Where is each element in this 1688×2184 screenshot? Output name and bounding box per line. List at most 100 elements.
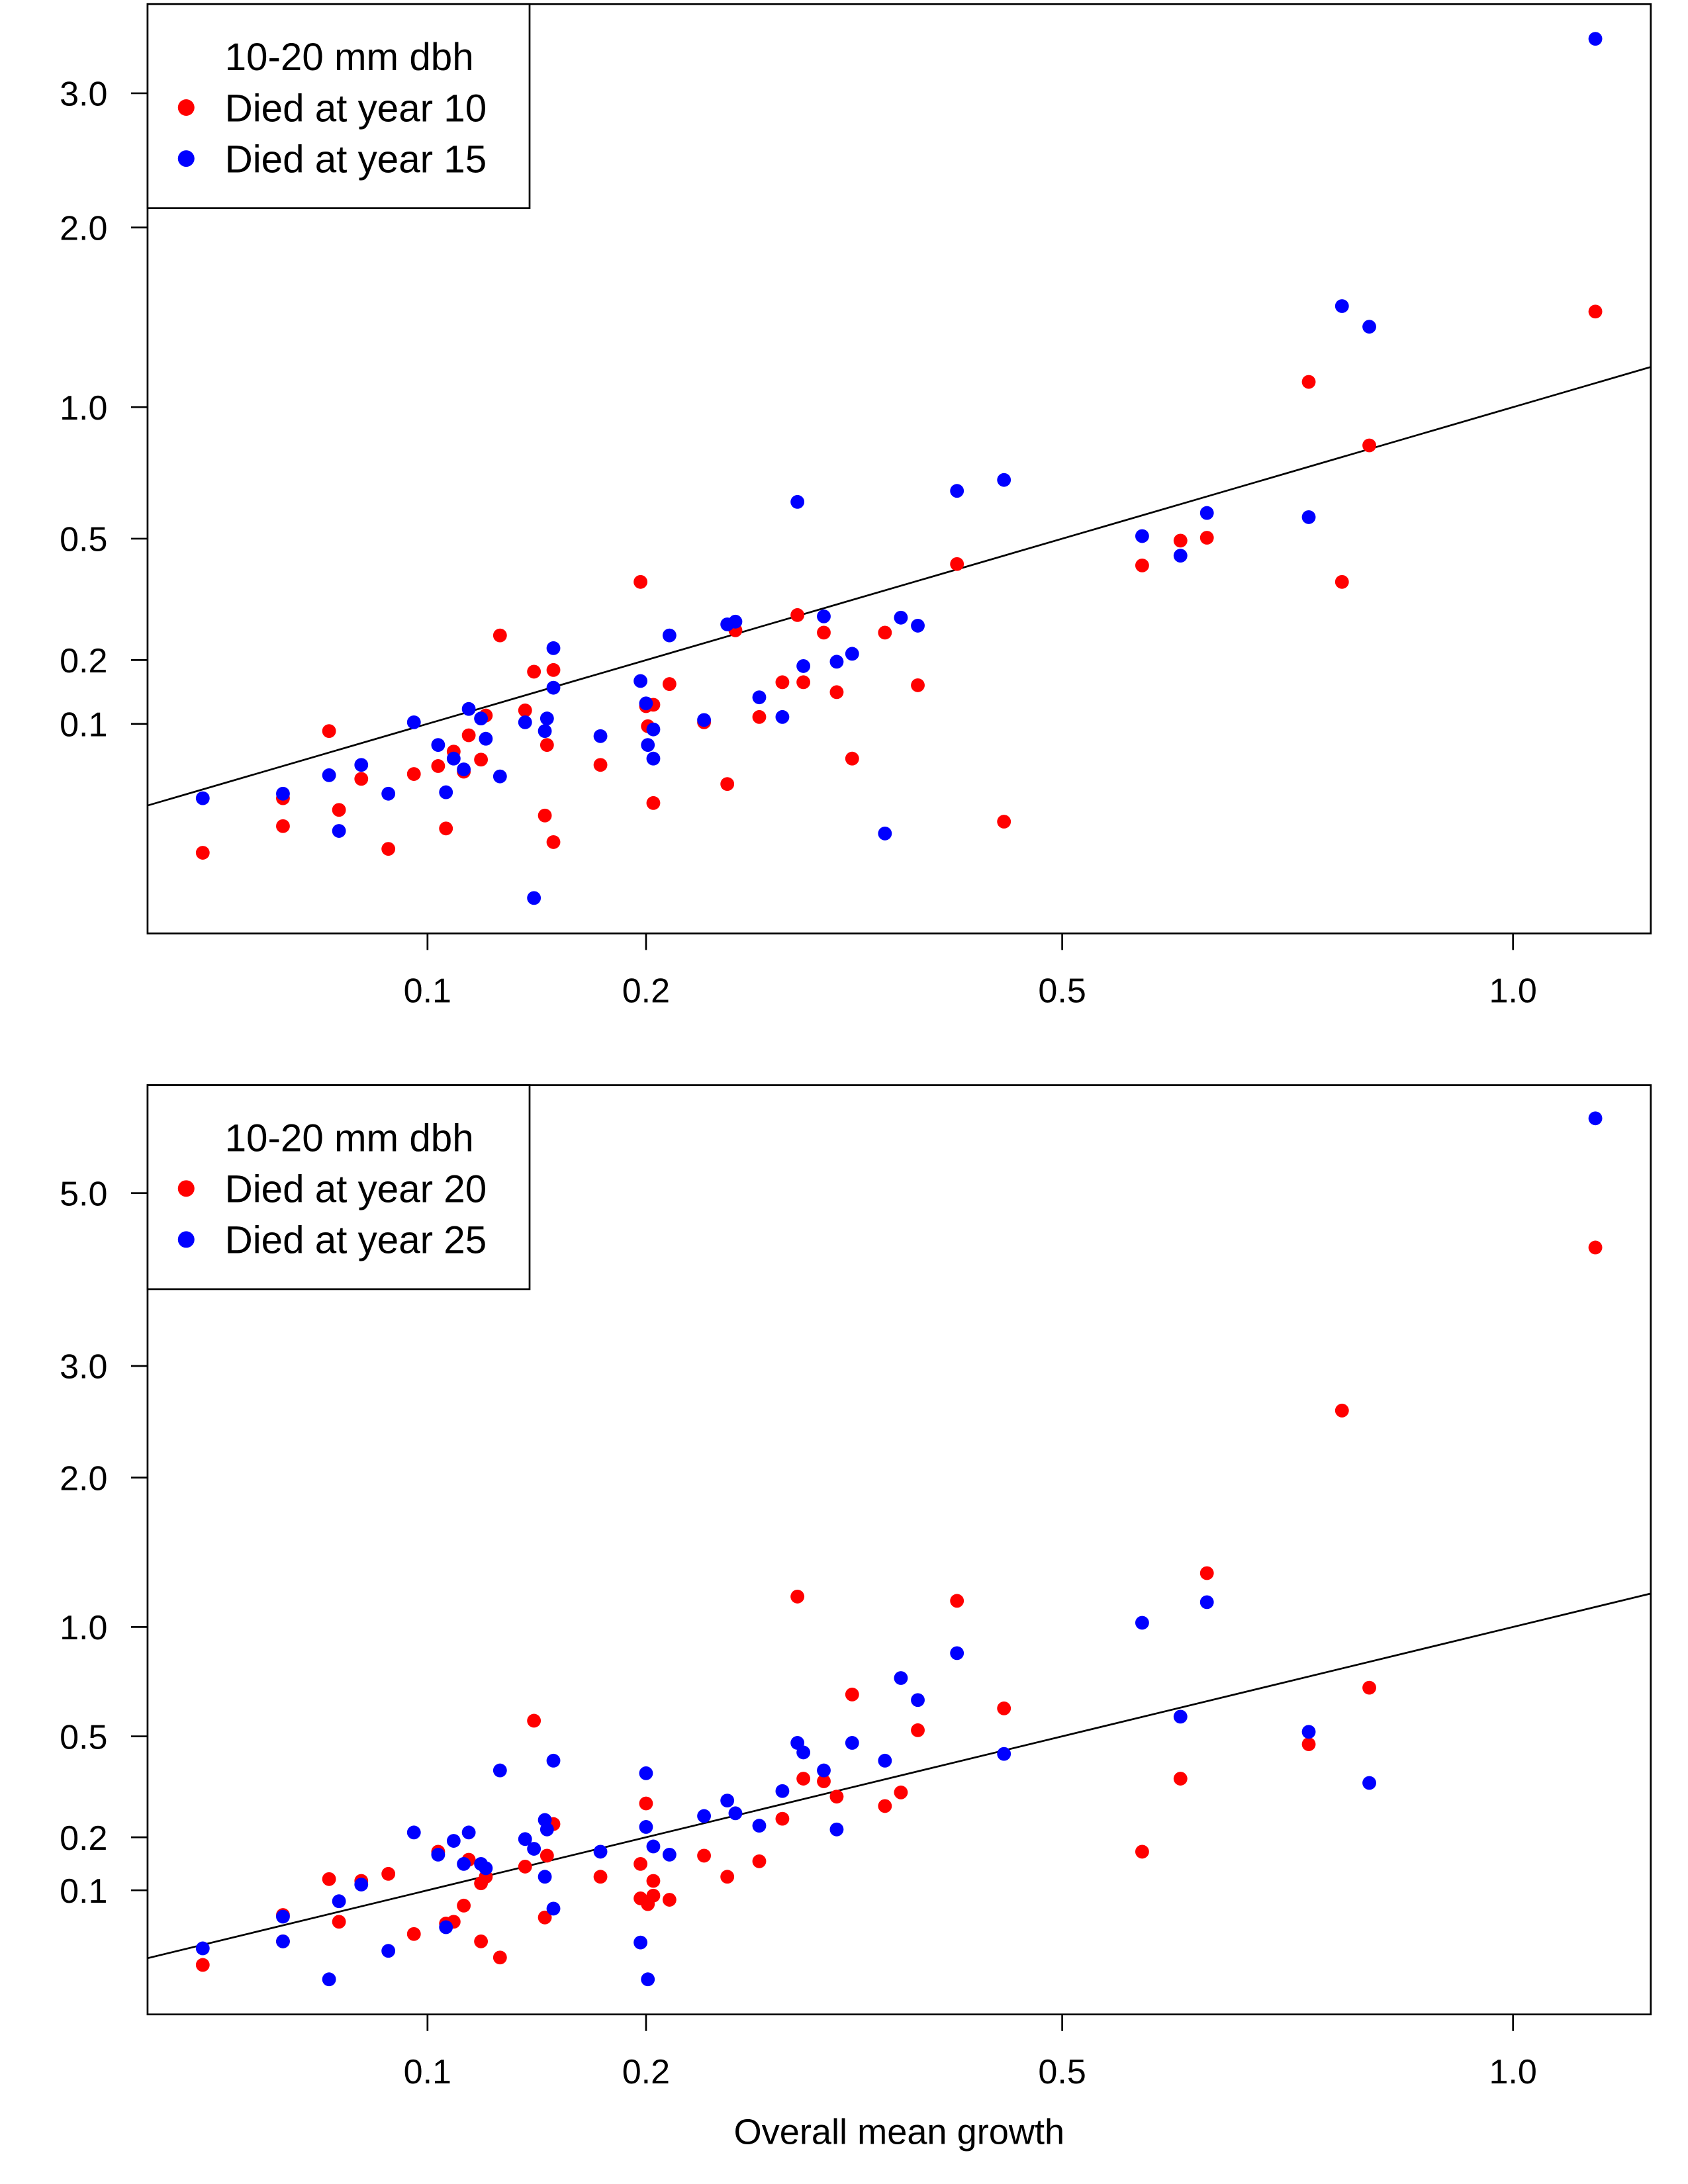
data-point [697, 1848, 711, 1863]
data-point [1362, 1680, 1376, 1695]
data-point [446, 1834, 461, 1848]
data-point [593, 729, 608, 743]
data-point [322, 768, 336, 782]
y-tick-label: 1.0 [60, 1609, 107, 1647]
data-point [775, 1784, 790, 1798]
data-point [195, 791, 210, 805]
data-point [1199, 531, 1214, 545]
data-point [518, 715, 532, 729]
data-point [633, 1856, 648, 1871]
data-point [195, 846, 210, 860]
y-tick-label: 0.1 [60, 1872, 107, 1911]
data-point [593, 758, 608, 772]
data-point [195, 1941, 210, 1956]
data-point [728, 1806, 743, 1821]
legend: 10-20 mm dbh Died at year 20 Died at year … [146, 1084, 531, 1291]
data-point [539, 1848, 554, 1863]
data-point [646, 751, 661, 766]
y-tick-label: 2.0 [60, 1459, 107, 1498]
data-point [752, 709, 767, 724]
data-point [646, 1839, 661, 1854]
data-point [845, 647, 859, 661]
data-point [492, 1950, 507, 1965]
series-2 [195, 32, 1603, 905]
data-point [633, 574, 648, 589]
data-point [641, 1972, 655, 1987]
data-point [381, 842, 396, 856]
data-point [1335, 574, 1349, 589]
legend: 10-20 mm dbh Died at year 10 Died at year … [146, 3, 531, 209]
y-tick-label: 0.5 [60, 1718, 107, 1756]
data-point [527, 1842, 541, 1856]
data-point [593, 1870, 608, 1884]
data-point [1588, 32, 1603, 46]
data-point [322, 1872, 336, 1886]
y-tick-label: 3.0 [60, 1348, 107, 1387]
y-tick-label: 5.0 [60, 1175, 107, 1213]
data-point [539, 1822, 554, 1837]
data-point [639, 696, 653, 711]
data-point [1135, 1844, 1149, 1859]
chart-panel-1: 0.1 0.2 0.5 1.0 0.1 0.2 0.5 1.0 2.0 3.0 10-20 mm d… [60, 3, 1652, 1011]
data-point [662, 1847, 677, 1862]
x-tick-label: 0.5 [1038, 972, 1086, 1011]
data-point [332, 803, 346, 817]
reference-line [147, 366, 1651, 807]
data-point [662, 628, 677, 643]
data-point [878, 1753, 892, 1768]
data-point [752, 1819, 767, 1833]
data-point [518, 703, 532, 717]
data-point [431, 1847, 445, 1862]
data-point [538, 808, 552, 823]
data-point [829, 655, 844, 669]
data-point [790, 1590, 805, 1604]
legend-entry: Died at year 25 [225, 1219, 487, 1262]
y-tick-label: 0.2 [60, 642, 107, 680]
data-point [546, 662, 561, 677]
data-point [641, 738, 655, 752]
data-point [950, 557, 964, 571]
data-point [1199, 1566, 1214, 1580]
data-point [829, 1790, 844, 1804]
y-tick-label: 3.0 [60, 75, 107, 114]
data-point [354, 758, 369, 772]
data-point [539, 711, 554, 726]
data-point [546, 835, 561, 849]
series-2 [195, 1111, 1603, 1987]
data-point [633, 1935, 648, 1950]
x-tick-label: 0.2 [622, 2053, 670, 2091]
data-point [775, 1811, 790, 1826]
legend-marker [177, 1231, 195, 1248]
data-point [461, 1825, 476, 1840]
data-point [381, 786, 396, 801]
data-point [1135, 529, 1149, 543]
data-point [457, 1856, 471, 1871]
data-point [633, 674, 648, 688]
data-point [492, 769, 507, 784]
data-point [1362, 1776, 1376, 1790]
data-point [479, 1861, 493, 1876]
data-point [1173, 1709, 1188, 1724]
data-point [878, 625, 892, 640]
data-point [431, 738, 445, 752]
data-point [492, 628, 507, 643]
data-point [997, 815, 1011, 829]
data-point [997, 1701, 1011, 1715]
data-point [829, 1822, 844, 1837]
data-point [322, 724, 336, 739]
data-point [406, 715, 421, 729]
data-point [796, 1772, 811, 1786]
legend-title: 10-20 mm dbh [225, 36, 474, 79]
data-point [1199, 1595, 1214, 1610]
data-point [646, 1888, 661, 1903]
data-point [911, 1693, 925, 1707]
data-point [457, 1898, 471, 1913]
data-point [720, 777, 735, 792]
data-point [639, 1766, 653, 1780]
series-1 [195, 304, 1603, 860]
legend-entry: Died at year 10 [225, 87, 487, 130]
data-point [1335, 1403, 1349, 1418]
data-point [527, 664, 541, 679]
data-point [697, 1809, 711, 1823]
data-point [546, 641, 561, 655]
